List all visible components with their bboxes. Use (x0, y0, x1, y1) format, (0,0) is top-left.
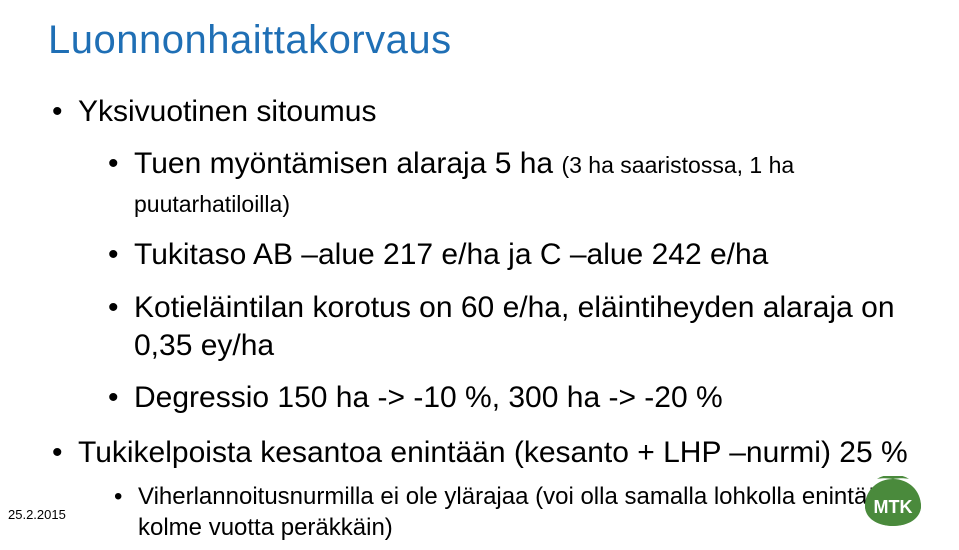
bullet-l1-0-text: Yksivuotinen sitoumus (78, 95, 376, 128)
bullet-l1-1: Tukikelpoista kesantoa enintään (kesanto… (48, 434, 919, 544)
bullet-l2-1: Tukitaso AB –alue 217 e/ha ja C –alue 24… (106, 236, 919, 274)
footer-date: 25.2.2015 (8, 507, 66, 522)
bullet-list-level2-a: Tuen myöntämisen alaraja 5 ha (3 ha saar… (106, 145, 919, 417)
bullet-l2-3: Degressio 150 ha -> -10 %, 300 ha -> -20… (106, 379, 919, 417)
bullet-l3-0: Viherlannoitusnurmilla ei ole ylärajaa (… (112, 482, 919, 543)
bullet-list-level3: Viherlannoitusnurmilla ei ole ylärajaa (… (112, 482, 919, 543)
logo: MTK (857, 476, 929, 528)
bullet-l1-1-text: Tukikelpoista kesantoa enintään (kesanto… (78, 436, 908, 469)
bullet-l1-0: Yksivuotinen sitoumus Tuen myöntämisen a… (48, 93, 919, 418)
bullet-l2-2: Kotieläintilan korotus on 60 e/ha, eläin… (106, 289, 919, 366)
slide-title: Luonnonhaittakorvaus (48, 18, 919, 63)
slide-container: Luonnonhaittakorvaus Yksivuotinen sitoum… (0, 0, 959, 550)
bullet-l2-0: Tuen myöntämisen alaraja 5 ha (3 ha saar… (106, 145, 919, 222)
mtk-logo-icon: MTK (857, 476, 929, 528)
logo-text: MTK (874, 497, 913, 517)
bullet-list-level1: Yksivuotinen sitoumus Tuen myöntämisen a… (48, 93, 919, 544)
bullet-l2-0-main: Tuen myöntämisen alaraja 5 ha (134, 147, 561, 180)
